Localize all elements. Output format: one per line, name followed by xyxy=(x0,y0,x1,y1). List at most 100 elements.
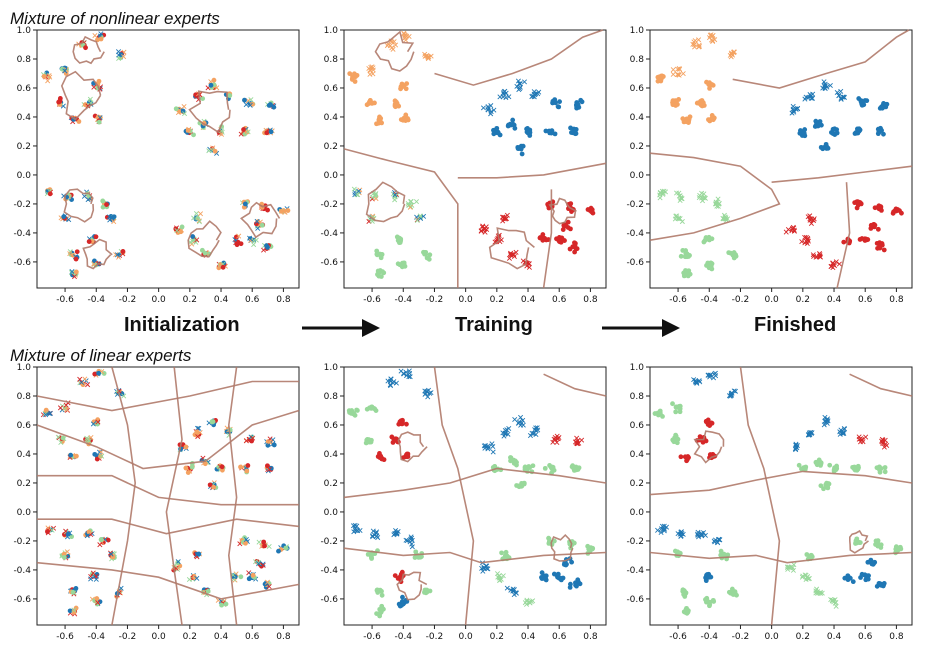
data-point xyxy=(572,249,578,255)
data-point-cross xyxy=(194,237,200,243)
data-point xyxy=(67,608,73,614)
data-point xyxy=(726,250,732,256)
data-point xyxy=(73,269,79,275)
data-point xyxy=(41,73,47,79)
data-point-cross xyxy=(245,129,251,135)
decision-boundary xyxy=(343,467,607,499)
decision-boundary xyxy=(488,227,535,270)
decision-boundary xyxy=(771,165,913,183)
data-point xyxy=(864,98,870,104)
data-point-cross xyxy=(677,198,683,204)
data-point xyxy=(242,201,248,207)
data-point xyxy=(94,596,100,601)
data-point-cross xyxy=(355,528,361,534)
data-point-cross xyxy=(58,439,64,445)
data-point-cross xyxy=(833,599,839,605)
data-point-cross xyxy=(670,71,676,77)
data-point-cross xyxy=(793,442,799,448)
data-point xyxy=(180,108,186,114)
data-point-cross xyxy=(712,539,718,545)
data-point xyxy=(677,406,683,412)
data-point xyxy=(856,126,862,132)
y-tick-label: 0.6 xyxy=(630,421,645,431)
data-point-cross xyxy=(712,370,718,376)
data-point xyxy=(510,121,516,127)
data-point-cross xyxy=(786,564,792,570)
data-point xyxy=(707,602,713,607)
data-point xyxy=(96,78,102,84)
data-point-cross xyxy=(479,224,485,230)
data-point xyxy=(68,452,74,458)
decision-boundary xyxy=(542,189,553,289)
data-point xyxy=(73,585,79,591)
data-point xyxy=(897,208,902,214)
data-point-cross xyxy=(520,417,526,423)
data-point-cross xyxy=(696,42,702,48)
x-tick-label: 0.4 xyxy=(827,295,842,305)
y-tick-label: -0.2 xyxy=(320,200,338,210)
data-point xyxy=(660,413,665,419)
data-point xyxy=(881,131,886,137)
data-point xyxy=(875,226,881,232)
data-point xyxy=(223,601,229,607)
data-point-cross xyxy=(723,215,729,221)
data-point-cross xyxy=(407,539,413,545)
data-point xyxy=(658,76,664,82)
data-point-cross xyxy=(516,87,522,93)
decision-boundary xyxy=(693,430,725,464)
data-point-cross xyxy=(108,551,114,557)
data-point xyxy=(672,548,678,554)
stage-finished-label: Finished xyxy=(754,314,837,336)
data-point-cross xyxy=(839,430,845,436)
data-point xyxy=(675,101,680,107)
data-point-cross xyxy=(481,443,487,449)
data-point xyxy=(378,588,384,594)
data-point xyxy=(726,589,732,595)
data-point-cross xyxy=(530,93,536,99)
data-point-cross xyxy=(655,527,661,533)
data-point xyxy=(238,464,243,470)
data-point xyxy=(372,100,377,106)
data-point xyxy=(403,118,408,123)
data-point xyxy=(120,249,126,254)
data-point xyxy=(673,439,679,445)
data-point xyxy=(69,534,74,540)
decision-boundary xyxy=(457,162,607,179)
data-point-cross xyxy=(833,259,839,265)
data-point xyxy=(825,483,830,489)
data-point xyxy=(701,239,707,245)
data-point xyxy=(542,576,548,582)
data-point-cross xyxy=(400,370,407,376)
data-point xyxy=(519,151,525,157)
y-tick-label: 0.2 xyxy=(17,479,31,489)
data-point xyxy=(833,467,839,473)
data-point xyxy=(381,270,387,276)
data-point-cross xyxy=(715,196,721,202)
data-point-cross xyxy=(352,522,358,528)
y-tick-label: 0.0 xyxy=(630,171,645,181)
data-point xyxy=(879,127,884,133)
data-point xyxy=(202,461,208,467)
data-point xyxy=(189,464,195,470)
x-tick-label: -0.2 xyxy=(732,295,750,305)
decision-boundary xyxy=(649,551,913,564)
data-point-cross xyxy=(705,372,711,378)
data-point xyxy=(557,575,563,581)
data-point-cross xyxy=(660,191,666,197)
x-tick-label: 0.0 xyxy=(151,295,166,305)
data-point-cross xyxy=(813,588,819,594)
arrow-right-icon xyxy=(302,319,380,337)
data-point xyxy=(870,561,876,567)
data-point xyxy=(585,543,591,549)
data-point-cross xyxy=(62,68,68,74)
data-point-cross xyxy=(480,568,486,574)
data-point-cross xyxy=(424,53,430,59)
x-tick-label: -0.6 xyxy=(363,632,381,642)
plot-frame xyxy=(343,366,607,626)
data-point xyxy=(510,117,516,123)
data-point-cross xyxy=(783,229,789,235)
data-point-cross xyxy=(680,71,686,77)
data-point-cross xyxy=(253,559,259,565)
data-point-cross xyxy=(57,405,63,411)
data-point xyxy=(61,214,67,220)
